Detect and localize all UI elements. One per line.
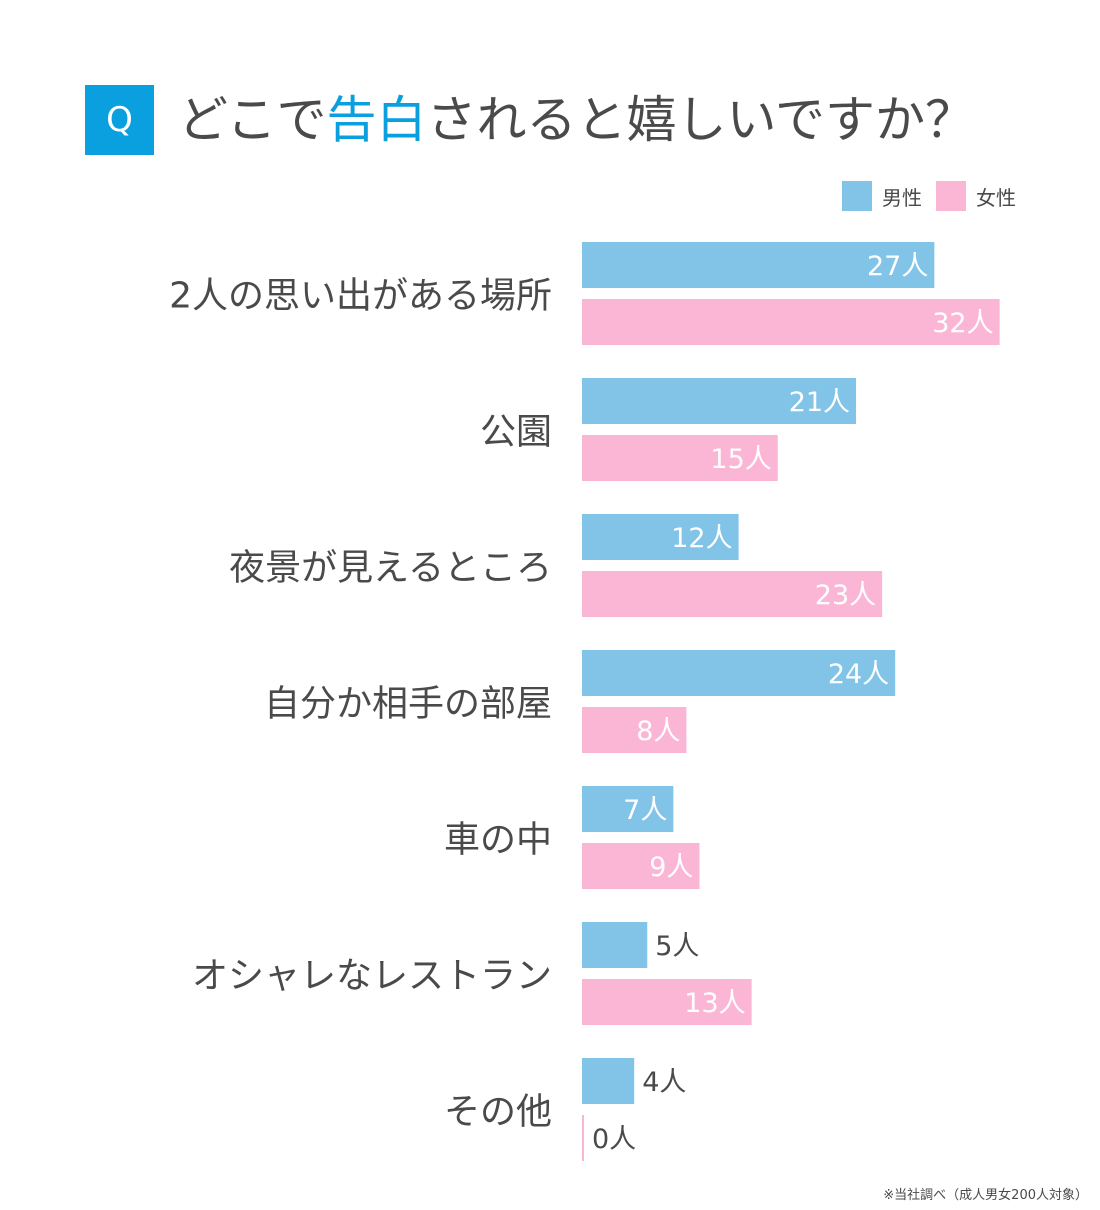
bar-male: [582, 922, 648, 968]
category-label: 2人の思い出がある場所: [169, 276, 552, 317]
value-label: 9人: [649, 852, 693, 883]
bar-female: [582, 843, 700, 889]
value-label: 27人: [867, 251, 928, 282]
value-label: 8人: [636, 716, 680, 747]
bar-male: [582, 242, 935, 288]
category-label: 車の中: [444, 820, 552, 861]
value-label: 7人: [623, 795, 667, 826]
category-label: 夜景が見えるところ: [229, 548, 552, 589]
bar-male: [582, 514, 739, 560]
legend-item-female: 女性: [936, 181, 1016, 211]
category-label: その他: [444, 1092, 552, 1133]
question-badge: Q: [85, 85, 154, 155]
footnote: ※当社調べ（成人男女200人対象）: [883, 1188, 1088, 1203]
legend-label-female: 女性: [976, 185, 1016, 210]
value-label: 15人: [710, 444, 771, 475]
value-label: 4人: [642, 1067, 686, 1098]
value-label: 21人: [789, 387, 850, 418]
value-label: 0人: [592, 1124, 636, 1155]
legend: 男性 女性: [842, 181, 1016, 211]
bar-male: [582, 378, 857, 424]
title-highlight: 告白: [326, 91, 427, 149]
page-title: どこで告白されると嬉しいですか？: [178, 84, 975, 156]
value-label: 13人: [684, 988, 745, 1019]
legend-swatch-male: [842, 181, 872, 211]
legend-label-male: 男性: [882, 185, 922, 210]
bar-female: [582, 571, 883, 617]
legend-swatch-female: [936, 181, 966, 211]
bar-female: [582, 435, 778, 481]
title-after: されると嬉しいですか？: [426, 91, 976, 149]
category-label: 公園: [480, 412, 552, 453]
category-label: オシャレなレストラン: [192, 956, 552, 997]
category-label: 自分か相手の部屋: [264, 684, 552, 725]
bar-male: [582, 650, 896, 696]
value-label: 32人: [932, 308, 993, 339]
value-label: 24人: [828, 659, 889, 690]
title-before: どこで: [178, 91, 327, 149]
value-label: 12人: [671, 523, 732, 554]
bar-female: [582, 707, 687, 753]
value-label: 23人: [815, 580, 876, 611]
bar-female: [582, 979, 752, 1025]
legend-item-male: 男性: [842, 181, 922, 211]
bar-male: [582, 1058, 635, 1104]
bar-female: [582, 1115, 584, 1161]
bar-male: [582, 786, 674, 832]
bar-female: [582, 299, 1000, 345]
value-label: 5人: [655, 931, 699, 962]
